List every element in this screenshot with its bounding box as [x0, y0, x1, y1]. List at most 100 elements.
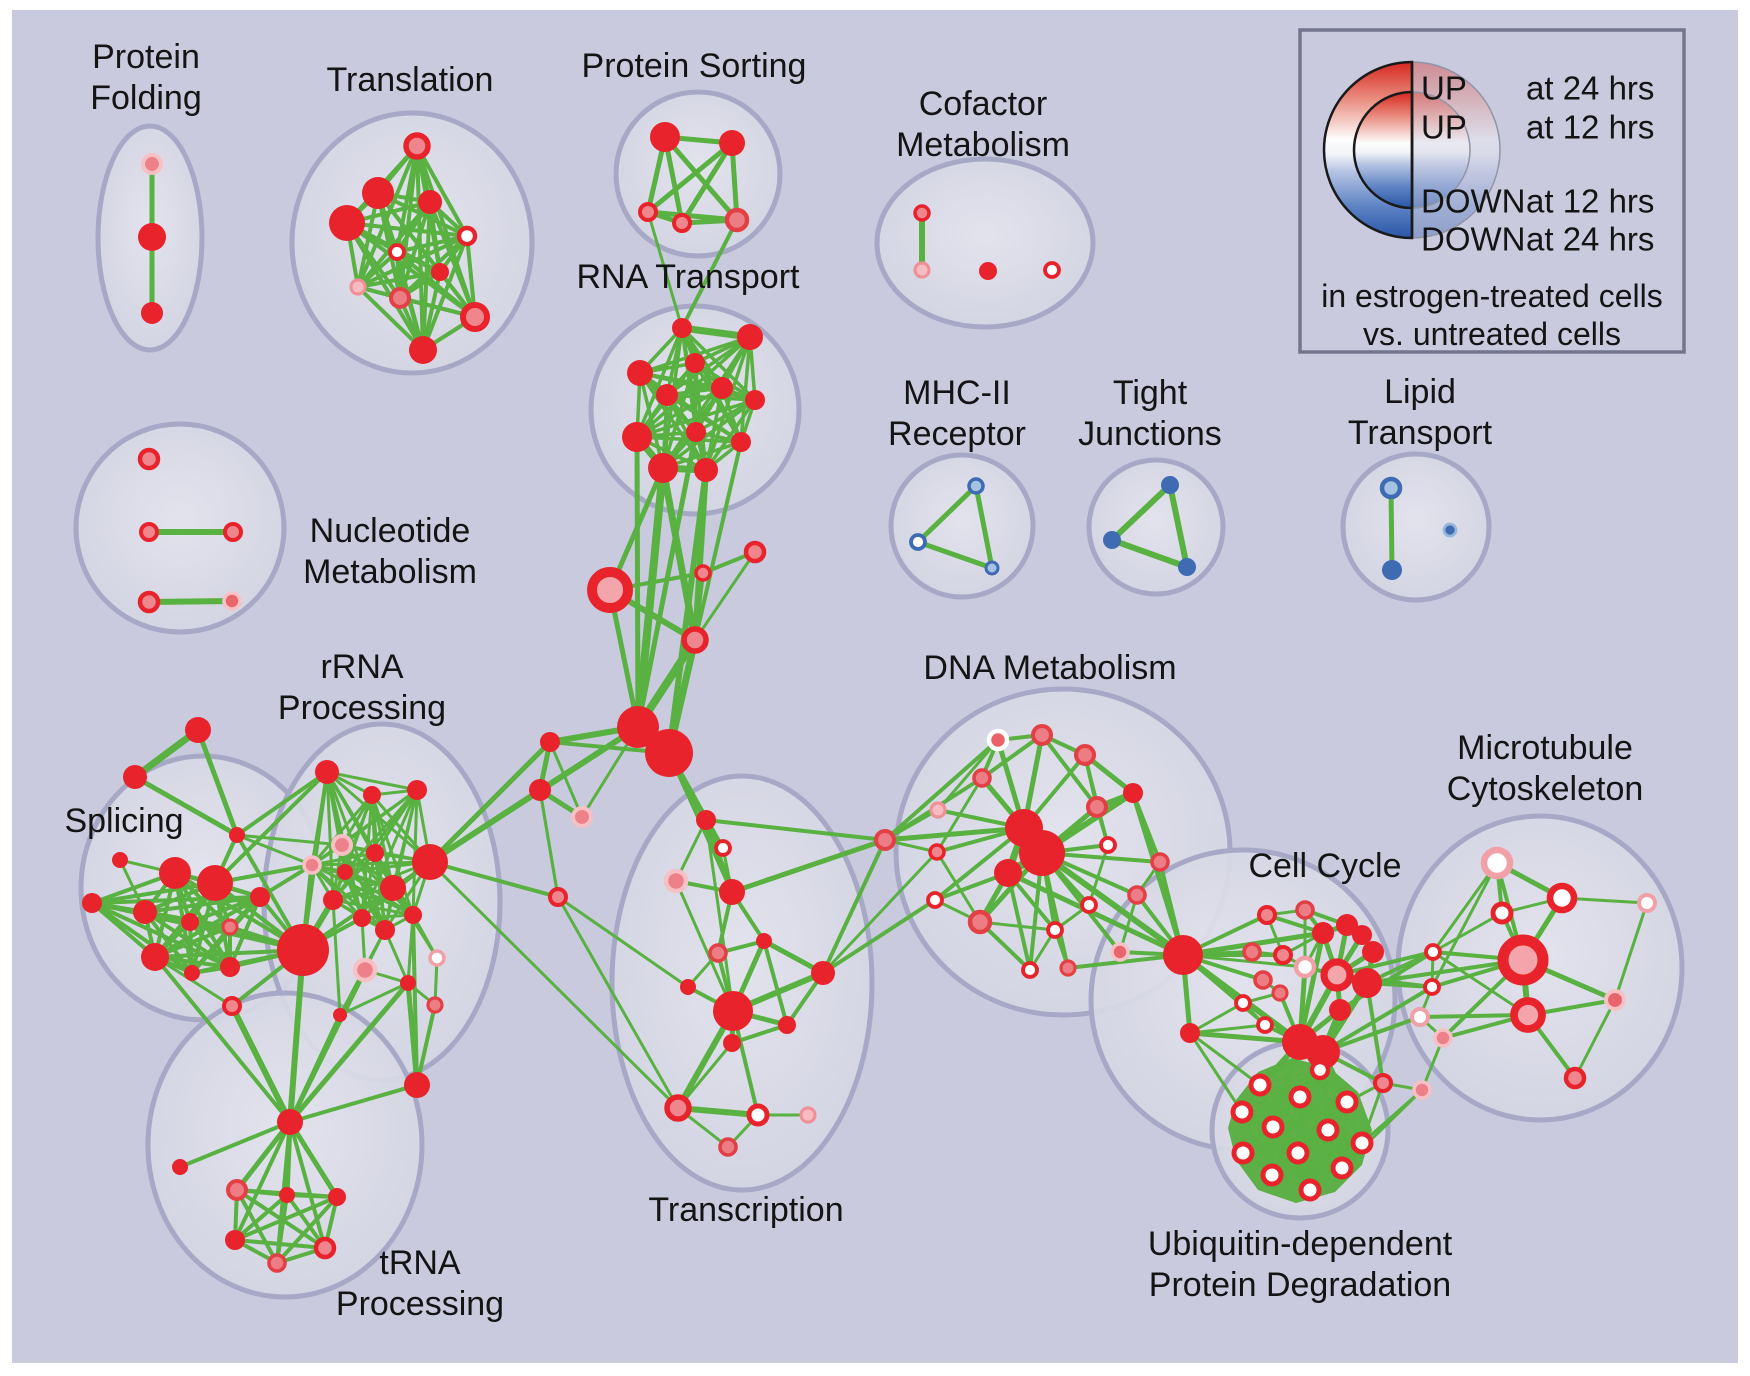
- gene-node-98: [279, 1187, 295, 1203]
- gene-node-9: [431, 263, 449, 281]
- gene-node-80: [302, 855, 322, 875]
- network-edge: [1188, 1031, 1262, 1087]
- cluster-label-line: MHC-II: [903, 374, 1011, 412]
- gene-node-122: [1110, 942, 1130, 962]
- gene-node-86: [353, 909, 371, 927]
- cluster-label: Protein Folding: [90, 38, 202, 117]
- network-edge: [1167, 482, 1190, 570]
- gene-node-36: [743, 540, 767, 564]
- gene-node-75: [250, 887, 270, 907]
- gene-node-78: [407, 780, 427, 800]
- gene-node-135: [1320, 958, 1354, 992]
- gene-node-12: [460, 302, 490, 332]
- gene-node-138: [1271, 984, 1289, 1002]
- gene-node-106: [1073, 743, 1097, 767]
- gene-node-57: [746, 1103, 770, 1127]
- gene-node-124: [1059, 959, 1077, 977]
- cluster-ellipse-lipid-transport: [1340, 451, 1492, 603]
- network-edge: [1040, 733, 1099, 809]
- cluster-label-line: rRNA: [320, 648, 403, 686]
- gene-node-88: [404, 906, 422, 924]
- network-edge: [310, 793, 374, 867]
- gene-node-110: [1085, 795, 1109, 819]
- gene-node-16: [638, 202, 658, 222]
- network-edge: [1297, 1069, 1321, 1154]
- gene-node-48: [719, 879, 745, 905]
- legend-circle-inner-left: [1352, 90, 1414, 210]
- gene-node-115: [1099, 836, 1117, 854]
- gene-node-143: [1306, 1035, 1340, 1069]
- gene-node-101: [313, 1236, 337, 1260]
- gene-node-2: [141, 302, 163, 324]
- cluster-label-line: Cytoskeleton: [1447, 770, 1644, 808]
- gene-node-166: [1231, 1141, 1255, 1165]
- gene-node-109: [929, 801, 947, 819]
- network-edge: [343, 870, 415, 917]
- gene-node-77: [363, 786, 381, 804]
- cluster-ellipse-tight-junctions: [1086, 457, 1226, 597]
- cluster-label-line: Translation: [327, 61, 494, 99]
- network-edge: [1271, 1101, 1348, 1176]
- gene-node-53: [713, 991, 753, 1031]
- gene-node-151: [1480, 846, 1514, 880]
- gene-node-49: [756, 933, 772, 949]
- network-edge: [821, 838, 887, 975]
- gene-node-145: [1424, 943, 1442, 961]
- network-edge: [646, 210, 684, 330]
- gene-node-180: [1442, 522, 1458, 538]
- gene-node-35: [694, 564, 712, 582]
- cluster-label: Ubiquitin-dependent Protein Degradation: [1148, 1225, 1453, 1304]
- network-edge: [674, 879, 735, 1013]
- gene-node-31: [686, 422, 706, 442]
- gene-node-146: [1423, 978, 1441, 996]
- gene-node-33: [648, 453, 678, 483]
- network-edge: [1188, 1001, 1245, 1035]
- network-edge: [704, 398, 757, 472]
- network-edge: [704, 818, 887, 842]
- network-edge: [190, 895, 262, 975]
- network-edge: [556, 895, 680, 1110]
- cluster-label-line: Protein: [92, 38, 200, 76]
- gene-node-28: [711, 377, 733, 399]
- network-edge: [1340, 1088, 1424, 1170]
- network-edge: [1431, 911, 1504, 954]
- gene-node-150: [1412, 1080, 1432, 1100]
- cluster-label: Tight Junctions: [1078, 374, 1222, 453]
- gene-node-139: [1234, 994, 1252, 1012]
- cluster-label-line: Lipid: [1384, 373, 1456, 411]
- cluster-label: Nucleotide Metabolism: [303, 512, 477, 591]
- network-edge: [338, 981, 410, 1017]
- gene-node-89: [428, 949, 446, 967]
- network-edge: [980, 733, 1044, 780]
- gene-node-8: [388, 243, 406, 261]
- gene-node-154: [1497, 934, 1549, 986]
- gene-node-60: [873, 828, 897, 852]
- network-edge: [228, 895, 262, 969]
- network-edge: [275, 1195, 339, 1265]
- gene-node-24: [737, 324, 763, 350]
- gene-node-73: [220, 957, 240, 977]
- network-edge: [235, 1188, 279, 1265]
- gene-node-34: [694, 458, 718, 482]
- gene-node-184: [137, 590, 161, 614]
- cluster-label: Microtubule Cytoskeleton: [1447, 729, 1644, 808]
- gene-node-164: [1316, 1118, 1340, 1142]
- network-edge: [679, 140, 735, 226]
- gene-node-131: [1362, 941, 1384, 963]
- gene-node-140: [1256, 1016, 1274, 1034]
- network-edge: [1241, 1111, 1363, 1144]
- network-edge: [1365, 981, 1385, 1085]
- gene-node-134: [1293, 955, 1317, 979]
- gene-node-155: [1510, 997, 1546, 1033]
- gene-node-45: [696, 810, 716, 830]
- gene-node-79: [330, 833, 354, 857]
- gene-node-47: [663, 868, 689, 894]
- gene-node-141: [1329, 999, 1351, 1021]
- network-edge: [634, 434, 641, 730]
- cluster-label-line: Splicing: [64, 802, 183, 840]
- cluster-label: rRNA Processing: [278, 648, 446, 727]
- cluster-label-line: Metabolism: [896, 126, 1070, 164]
- network-edge: [936, 738, 1000, 812]
- network-edge: [933, 826, 1026, 902]
- network-edge: [325, 770, 419, 792]
